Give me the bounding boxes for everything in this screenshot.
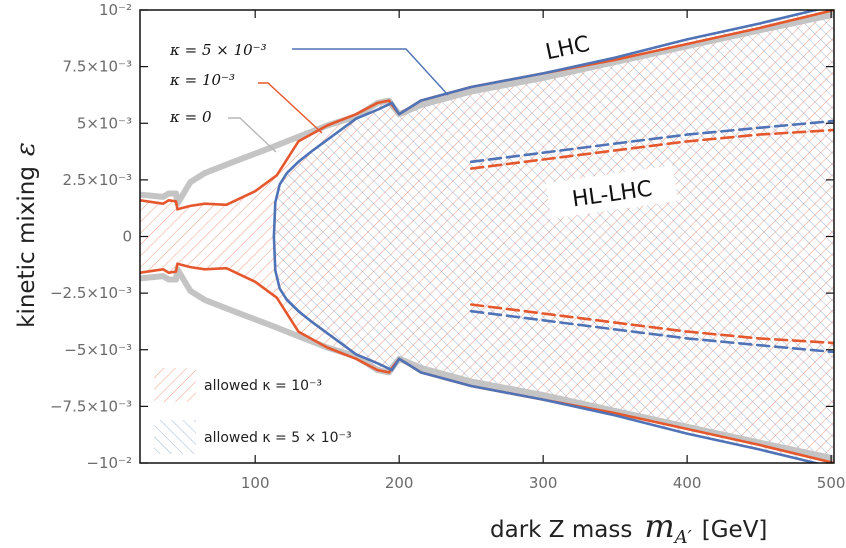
x-tick-label: 400 xyxy=(673,474,702,492)
legend: allowed κ = 10⁻³ allowed κ = 5 × 10⁻³ xyxy=(154,368,352,454)
allowed-regions xyxy=(140,10,834,463)
x-axis-ticks: 100 200 300 400 500 xyxy=(241,10,846,492)
y-tick-label: 10⁻² xyxy=(99,1,132,19)
leader-kappa-0 xyxy=(228,117,277,153)
y-tick-label: −2.5×10⁻³ xyxy=(50,284,132,302)
series-line-4-upper xyxy=(469,128,834,170)
y-axis-ticks: 10⁻² 7.5×10⁻³ 5×10⁻³ 2.5×10⁻³ 0 −2.5×10⁻³ −5×1… xyxy=(50,1,834,472)
x-tick-label: 200 xyxy=(385,474,414,492)
y-tick-label: −10⁻² xyxy=(86,454,132,472)
label-kappa-1e-3: κ = 10⁻³ xyxy=(169,71,235,89)
y-tick-label: −5×10⁻³ xyxy=(64,341,132,359)
series-line-3-lower xyxy=(469,309,834,354)
series-lines xyxy=(140,10,834,463)
series-line-2-upper xyxy=(272,10,821,238)
y-tick-label: 2.5×10⁻³ xyxy=(63,171,132,189)
x-tick-label: 500 xyxy=(817,474,846,492)
y-tick-label: −7.5×10⁻³ xyxy=(50,397,132,415)
y-tick-label: 7.5×10⁻³ xyxy=(63,58,132,76)
label-kappa-0: κ = 0 xyxy=(169,108,212,126)
series-line-0-upper xyxy=(140,11,834,207)
x-axis-label: dark Z mass mA′ [GeV] xyxy=(490,507,767,548)
x-tick-label: 300 xyxy=(529,474,558,492)
series-line-2-lower xyxy=(272,235,821,463)
series-line-3-upper xyxy=(469,119,834,164)
leader-kappa-1e-3 xyxy=(258,82,323,134)
legend-label-red: allowed κ = 10⁻³ xyxy=(204,378,322,394)
y-axis-label: kinetic mixingε xyxy=(11,142,41,328)
legend-label-blue: allowed κ = 5 × 10⁻³ xyxy=(204,430,352,446)
x-tick-label: 100 xyxy=(241,474,270,492)
leader-kappa-5e-3 xyxy=(292,48,449,96)
y-tick-label: 0 xyxy=(122,228,132,246)
label-kappa-5e-3: κ = 5 × 10⁻³ xyxy=(169,41,267,59)
series-line-0-lower xyxy=(140,266,834,462)
series-line-4-lower xyxy=(469,303,834,345)
legend-swatch-blue xyxy=(154,420,196,454)
legend-swatch-red xyxy=(154,368,196,402)
y-tick-label: 5×10⁻³ xyxy=(77,114,132,132)
kappa-labels: κ = 5 × 10⁻³ κ = 10⁻³ κ = 0 xyxy=(169,41,449,153)
allowed-region-kappa-5e-3 xyxy=(273,10,834,463)
